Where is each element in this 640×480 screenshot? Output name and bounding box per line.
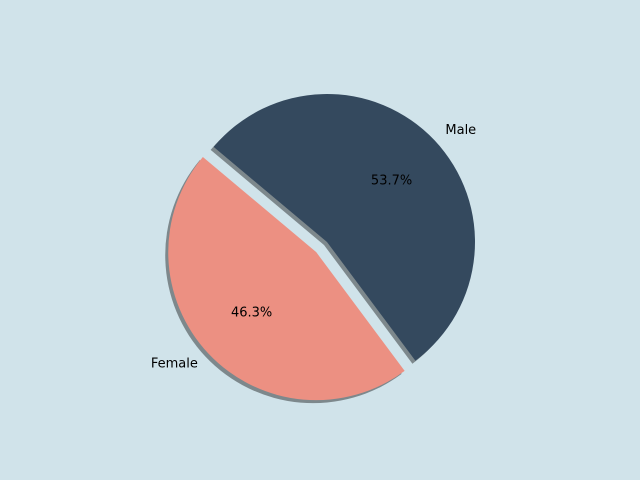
wedge — [213, 94, 475, 361]
category-label: Male — [445, 123, 476, 138]
wedges — [168, 94, 475, 401]
category-label: Female — [151, 356, 198, 371]
value-label: 46.3% — [231, 306, 272, 321]
wedge — [168, 157, 405, 401]
value-label: 53.7% — [371, 174, 412, 189]
